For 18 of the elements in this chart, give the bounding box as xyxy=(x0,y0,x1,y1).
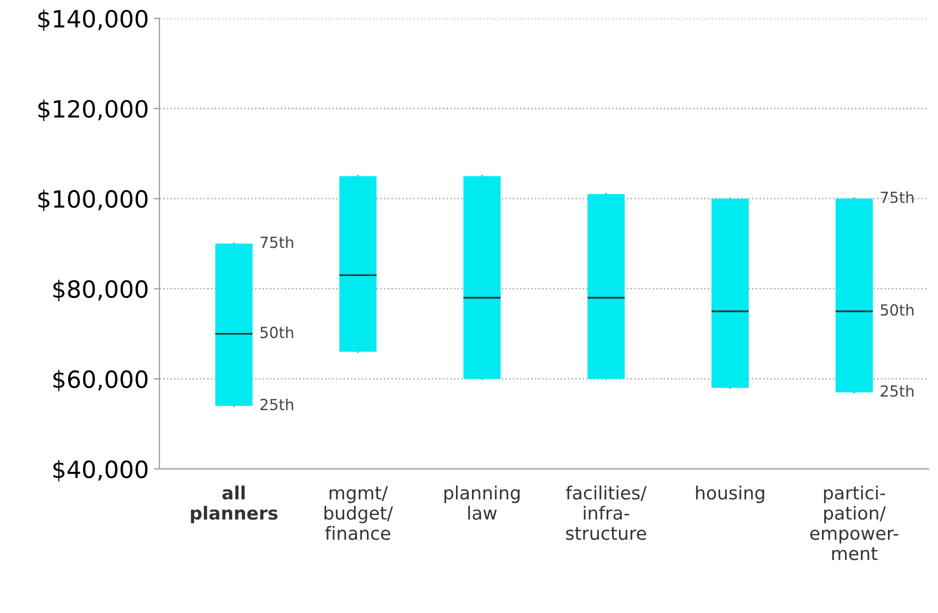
x-tick-label: mgmt/ budget/ finance xyxy=(324,486,393,540)
x-tick-label: housing xyxy=(696,486,764,504)
x-tick-label: partici- pation/ empower- ment xyxy=(810,486,898,560)
x-tick-label: all planners xyxy=(190,486,278,524)
y-tick-label: $40,000 xyxy=(53,460,148,482)
annotation: 25th xyxy=(260,398,294,410)
y-tick-label: $100,000 xyxy=(38,190,148,212)
y-tick-label: $80,000 xyxy=(53,280,148,302)
x-tick-label: planning law xyxy=(444,486,520,520)
annotation: 75th xyxy=(260,236,294,248)
y-tick-label: $140,000 xyxy=(38,9,148,31)
annotation: 25th xyxy=(880,384,914,397)
y-tick-label: $120,000 xyxy=(38,100,148,121)
annotation: 50th xyxy=(260,326,294,338)
x-tick-label: facilities/ infra- structure xyxy=(566,486,647,540)
annotation: 75th xyxy=(880,191,914,204)
y-tick-label: $60,000 xyxy=(53,370,148,392)
annotation: 50th xyxy=(880,304,914,316)
